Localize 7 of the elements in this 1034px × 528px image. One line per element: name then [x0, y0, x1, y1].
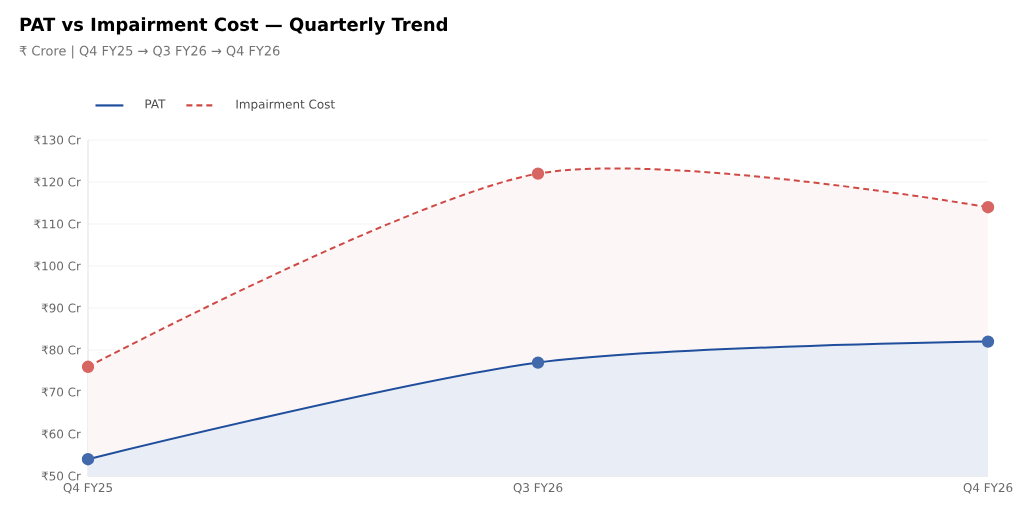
point [81, 360, 95, 373]
point [531, 356, 545, 369]
chart-title: PAT vs Impairment Cost — Quarterly Trend [20, 17, 447, 35]
point [531, 167, 545, 180]
point [981, 335, 995, 348]
point [81, 453, 95, 466]
point [981, 201, 995, 214]
